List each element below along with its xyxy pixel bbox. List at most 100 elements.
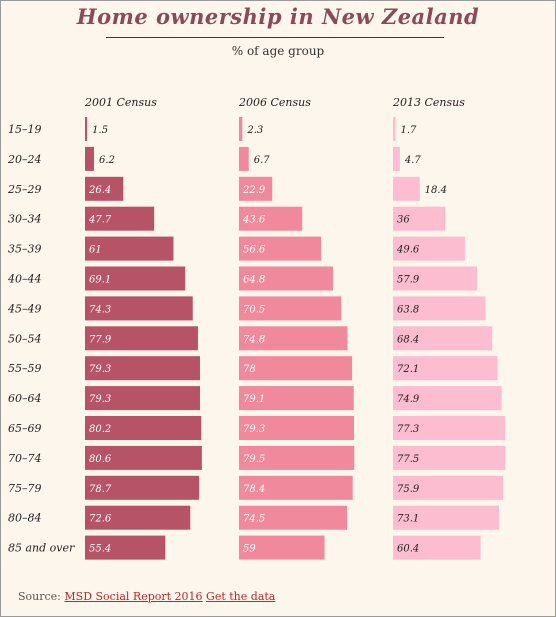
category-label: 30–34 (8, 213, 42, 226)
bar (239, 236, 322, 261)
bar (239, 445, 355, 470)
category-label: 35–39 (8, 243, 42, 256)
category-label: 40–44 (7, 273, 42, 286)
value-label: 75.9 (397, 484, 420, 495)
value-label: 36 (397, 215, 410, 226)
value-label: 22.9 (242, 185, 266, 196)
chart-title: Home ownership in New Zealand (76, 4, 480, 29)
bar (393, 505, 499, 530)
bar (85, 266, 186, 291)
bar (85, 296, 193, 321)
value-label: 49.6 (396, 245, 420, 256)
value-label: 69.1 (89, 275, 111, 286)
bar (85, 117, 88, 141)
bar (239, 326, 348, 351)
category-label: 20–24 (7, 153, 42, 166)
bar (85, 416, 202, 440)
category-label: 75–79 (8, 482, 42, 495)
value-label: 79.3 (89, 394, 111, 405)
value-label: 56.6 (243, 245, 266, 256)
value-label: 43.6 (242, 215, 266, 226)
value-label: 63.8 (397, 304, 419, 315)
value-label: 79.3 (243, 424, 265, 435)
bar (393, 475, 504, 500)
bar (239, 117, 243, 141)
value-label: 1.5 (92, 125, 108, 136)
bar (393, 535, 481, 560)
bar (85, 326, 198, 351)
series-header: 2006 Census (238, 96, 311, 109)
value-label: 78.4 (243, 484, 265, 495)
bar (393, 445, 506, 470)
value-label: 73.1 (397, 514, 419, 525)
bar (239, 386, 354, 411)
value-label: 79.3 (89, 364, 111, 375)
chart-subtitle: % of age group (231, 44, 325, 58)
bar (239, 296, 342, 321)
bar (393, 416, 506, 440)
bar (239, 475, 353, 500)
value-label: 78 (243, 364, 256, 375)
category-label: 65–69 (8, 422, 42, 435)
bar (393, 236, 465, 261)
value-label: 6.7 (254, 155, 271, 166)
value-label: 18.4 (425, 185, 447, 196)
bar (85, 535, 166, 560)
value-label: 1.7 (400, 125, 417, 136)
value-label: 80.6 (89, 454, 112, 465)
value-label: 78.7 (89, 484, 112, 495)
bar (393, 296, 486, 321)
category-label: 85 and over (8, 542, 75, 555)
value-label: 74.5 (243, 514, 265, 525)
bar (393, 146, 400, 171)
value-label: 61 (89, 245, 102, 256)
bar (239, 535, 325, 560)
value-label: 77.5 (397, 454, 419, 465)
category-label: 60–64 (8, 392, 42, 405)
bar (85, 475, 200, 500)
value-label: 64.8 (243, 275, 265, 286)
bar (239, 146, 249, 171)
value-label: 72.6 (89, 514, 112, 525)
value-label: 79.1 (243, 394, 265, 405)
value-label: 74.9 (397, 394, 420, 405)
value-label: 6.2 (99, 155, 115, 166)
bar (239, 356, 353, 381)
value-label: 59 (243, 544, 256, 555)
category-label: 70–74 (8, 452, 42, 465)
bar (85, 445, 202, 470)
bar (239, 206, 303, 231)
get-data-link[interactable]: Get the data (206, 590, 276, 603)
source-link-msd-report[interactable]: MSD Social Report 2016 (64, 590, 203, 603)
value-label: 47.7 (88, 215, 112, 226)
value-label: 79.5 (243, 454, 265, 465)
value-label: 74.8 (243, 334, 265, 345)
value-label: 72.1 (397, 364, 419, 375)
bar (85, 505, 191, 530)
value-label: 2.3 (246, 125, 263, 136)
category-label: 50–54 (8, 332, 42, 345)
value-label: 4.7 (404, 155, 422, 166)
bar (85, 146, 94, 171)
value-label: 74.3 (89, 304, 111, 315)
bar (393, 266, 477, 291)
series-header: 2013 Census (392, 96, 465, 109)
bar (393, 356, 498, 381)
value-label: 55.4 (89, 544, 111, 555)
value-label: 70.5 (243, 304, 265, 315)
bar (239, 505, 348, 530)
category-label: 80–84 (8, 512, 42, 525)
bar (393, 117, 396, 141)
bar (239, 266, 333, 291)
bar (393, 176, 420, 201)
bar (85, 386, 200, 411)
bar (393, 206, 446, 231)
bar (85, 176, 124, 201)
bar (85, 236, 174, 261)
value-label: 60.4 (397, 544, 419, 555)
value-label: 68.4 (397, 334, 419, 345)
source-label: Source: (18, 590, 61, 603)
category-label: 15–19 (8, 123, 42, 136)
value-label: 77.3 (397, 424, 419, 435)
